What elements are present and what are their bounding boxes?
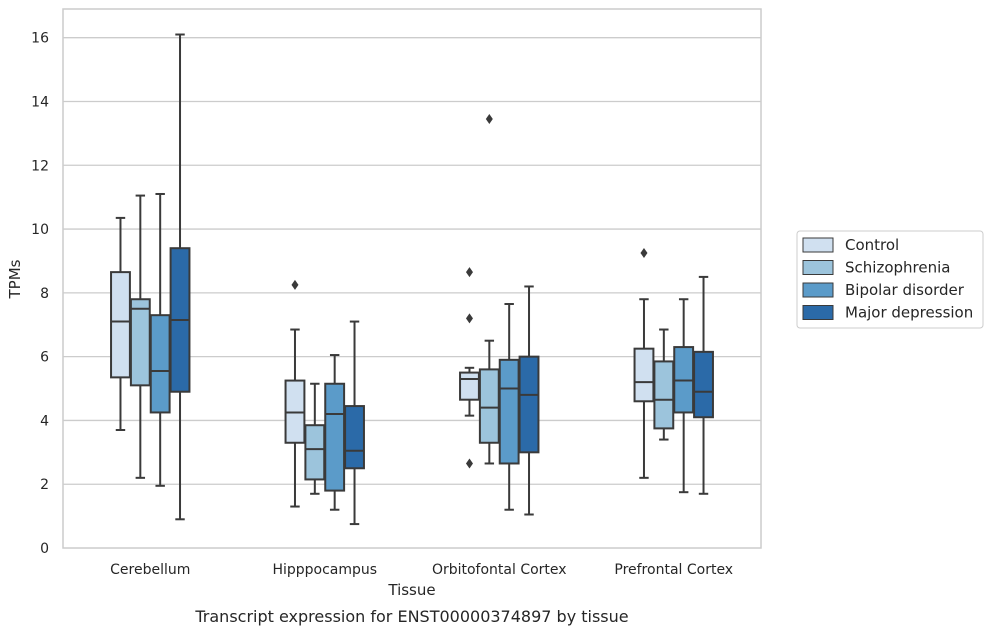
iqr-box <box>653 360 675 430</box>
iqr-box <box>110 271 131 379</box>
iqr-box <box>459 371 480 401</box>
box-control <box>284 279 306 508</box>
x-tick-label: Hipppocampus <box>272 562 377 578</box>
iqr-box <box>129 298 151 387</box>
y-tick-label: 16 <box>31 31 49 47</box>
legend: Control Schizophrenia Bipolar disorder Majo… <box>796 230 984 329</box>
outlier-point <box>465 267 473 278</box>
iqr-box <box>344 405 365 470</box>
y-tick-label: 4 <box>40 413 49 429</box>
box-schizophrenia <box>478 114 500 465</box>
chart-caption: Transcript expression for ENST0000037489… <box>194 607 628 626</box>
x-tick-labels: Cerebellum Hipppocampus Orbitofontal Corte… <box>110 562 733 578</box>
box-bipolar-disorder <box>324 354 346 511</box>
iqr-box <box>498 358 520 465</box>
box-bipolar-disorder <box>673 298 695 494</box>
box-major-depression <box>169 33 191 521</box>
y-tick-label: 14 <box>31 94 49 110</box>
y-axis-title: TPMs <box>6 259 24 299</box>
box-schizophrenia <box>304 382 326 495</box>
box-schizophrenia <box>653 328 675 441</box>
box-bipolar-disorder <box>498 303 520 511</box>
y-tick-label: 12 <box>31 158 49 174</box>
iqr-box <box>149 314 171 414</box>
outlier-point <box>465 313 473 324</box>
outlier-point <box>291 279 299 290</box>
legend-swatch <box>802 305 834 320</box>
y-tick-label: 2 <box>40 477 49 493</box>
plot-frame <box>62 8 762 549</box>
legend-label: Major depression <box>845 304 973 322</box>
legend-swatch <box>802 237 834 253</box>
x-axis-title: Tissue <box>387 581 435 599</box>
x-tick-label: Cerebellum <box>110 562 190 578</box>
legend-swatch <box>802 260 834 275</box>
box-control <box>633 247 655 479</box>
iqr-box <box>478 368 500 444</box>
legend-label: Bipolar disorder <box>845 281 965 299</box>
legend-label: Schizophrenia <box>845 259 950 277</box>
iqr-box <box>324 382 346 492</box>
iqr-box <box>518 355 540 454</box>
legend-swatch <box>802 282 834 298</box>
iqr-box <box>693 350 714 419</box>
y-tick-label: 10 <box>31 222 49 238</box>
y-tick-label: 8 <box>40 286 49 302</box>
iqr-box <box>304 424 326 481</box>
box-control <box>110 216 131 431</box>
y-tick-label: 0 <box>40 541 49 557</box>
outlier-point <box>465 458 473 469</box>
box-bipolar-disorder <box>149 192 171 487</box>
boxes-layer <box>110 33 714 526</box>
x-tick-label: Orbitofontal Cortex <box>432 562 567 578</box>
box-control <box>459 267 480 469</box>
box-major-depression <box>344 320 365 526</box>
iqr-box <box>633 347 655 403</box>
legend-frame <box>796 230 984 329</box>
y-tick-labels: 0 2 4 6 8 10 12 14 16 <box>31 31 49 557</box>
box-major-depression <box>518 285 540 516</box>
x-tick-label: Prefrontal Cortex <box>614 562 733 578</box>
box-major-depression <box>693 275 714 495</box>
outlier-point <box>640 247 648 258</box>
box-schizophrenia <box>129 194 151 479</box>
outlier-point <box>485 114 493 125</box>
y-tick-label: 6 <box>40 350 49 366</box>
legend-label: Control <box>845 236 899 254</box>
